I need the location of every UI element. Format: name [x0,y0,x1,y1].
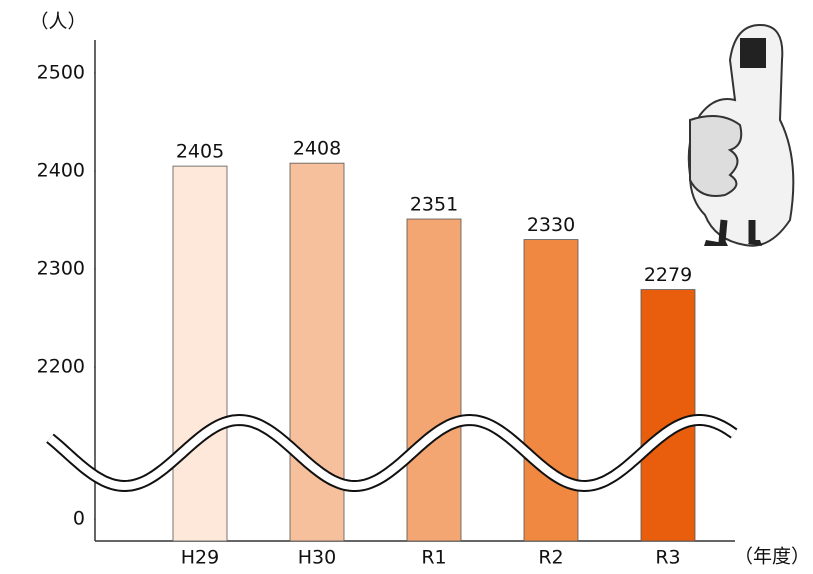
value-label: 2405 [176,141,224,163]
x-tick-label: R1 [421,547,446,569]
chart: （人） （年度） 0 2200 2300 2400 2500 H29 2405 H30 2408… [0,0,813,574]
y-tick-label: 0 [73,508,85,530]
mascot [689,25,794,246]
x-axis-label: （年度） [734,546,810,568]
bar [407,219,461,541]
y-tick-label: 2300 [37,258,85,280]
value-label: 2330 [527,214,575,236]
value-label: 2351 [410,194,458,216]
y-axis-label: （人） [29,11,86,33]
x-tick-label: H29 [181,547,219,569]
value-label: 2408 [293,138,341,160]
x-tick-label: R2 [538,547,563,569]
y-tick-label: 2200 [37,356,85,378]
bar [173,166,227,541]
x-tick-label: R3 [655,547,680,569]
x-tick-label: H30 [298,547,336,569]
bar [524,240,578,541]
bar [641,290,695,541]
value-label: 2279 [644,264,692,286]
y-tick-label: 2500 [37,62,85,84]
y-tick-label: 2400 [37,160,85,182]
